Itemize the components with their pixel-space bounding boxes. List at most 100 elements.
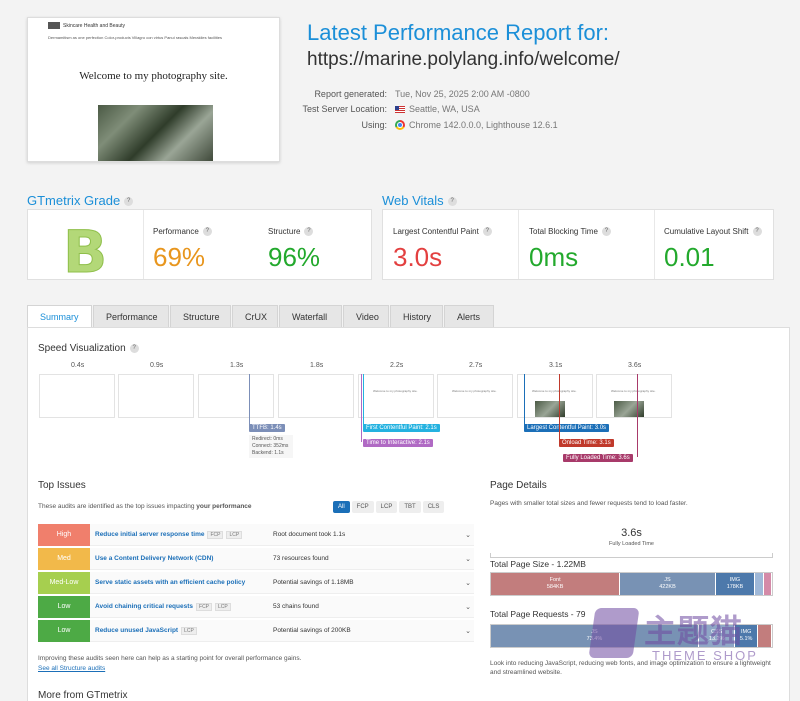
- request-segment-css[interactable]: CSS 13.2%: [698, 625, 736, 647]
- meta-location: Test Server Location: Seattle, WA, USA: [270, 104, 770, 114]
- filmstrip-frame[interactable]: [118, 374, 194, 418]
- issue-title[interactable]: Serve static assets with an efficient ca…: [95, 579, 246, 586]
- filter-lcp[interactable]: LCP: [375, 501, 398, 513]
- web-vitals-title: Web Vitals: [382, 193, 444, 208]
- issue-impact: 53 chains found: [273, 603, 319, 610]
- tti-tag: Time to Interactive: 2.1s: [363, 439, 433, 447]
- issue-title[interactable]: Reduce unused JavaScript: [95, 627, 179, 634]
- tab-video[interactable]: Video: [343, 305, 389, 328]
- chevron-down-icon[interactable]: ⌄: [465, 627, 471, 635]
- filter-tbt[interactable]: TBT: [399, 501, 421, 513]
- tab-alerts[interactable]: Alerts: [444, 305, 494, 328]
- help-icon[interactable]: ?: [601, 227, 611, 237]
- issue-impact: Potential savings of 1.18MB: [273, 579, 354, 586]
- help-icon[interactable]: ?: [129, 343, 139, 353]
- issue-impact: 73 resources found: [273, 555, 329, 562]
- issue-impact: Potential savings of 200KB: [273, 627, 351, 634]
- help-icon[interactable]: ?: [124, 197, 134, 207]
- ttfb-tag: TTFB: 1.4s: [249, 424, 285, 432]
- site-photo: [98, 105, 213, 161]
- filter-fcp[interactable]: FCP: [351, 501, 374, 513]
- watermark-icon: [588, 608, 640, 658]
- tab-waterfall[interactable]: Waterfall: [279, 305, 342, 328]
- tab-performance[interactable]: Performance: [93, 305, 169, 328]
- lcp-tag: Largest Contentful Paint: 3.0s: [524, 424, 610, 432]
- issue-title[interactable]: Reduce initial server response time: [95, 531, 205, 538]
- issue-row[interactable]: Med-Low Serve static assets with an effi…: [38, 571, 474, 594]
- filmstrip-frame[interactable]: [198, 374, 274, 418]
- size-segment-js[interactable]: JS 422KB: [620, 573, 716, 595]
- onload-tag: Onload Time: 3.1s: [559, 439, 614, 447]
- frame-photo: [535, 401, 565, 417]
- filmstrip-frame[interactable]: Welcome to my photography site.: [517, 374, 593, 418]
- frame-text: Welcome to my photography site.: [532, 389, 577, 393]
- watermark-subtext: THEME SHOP: [652, 648, 758, 663]
- report-url[interactable]: https://marine.polylang.info/welcome/: [307, 49, 620, 70]
- tab-structure[interactable]: Structure: [170, 305, 231, 328]
- structure-value: 96%: [268, 242, 321, 273]
- filmstrip-frame[interactable]: Welcome to my photography site.: [437, 374, 513, 418]
- frame-time: 3.1s: [549, 362, 563, 369]
- issue-row[interactable]: Low Avoid chaining critical requests FCP L…: [38, 595, 474, 618]
- request-segment-img[interactable]: IMG 5.1%: [735, 625, 758, 647]
- filter-all[interactable]: All: [333, 501, 350, 513]
- performance-value: 69%: [153, 242, 206, 273]
- chevron-down-icon[interactable]: ⌄: [465, 555, 471, 563]
- help-icon[interactable]: ?: [482, 227, 492, 237]
- chip-lcp: LCP: [181, 626, 197, 635]
- issue-impact: Root document took 1.1s: [273, 531, 346, 538]
- segment-value: 5.1%: [739, 636, 753, 642]
- size-segment-other[interactable]: [755, 573, 764, 595]
- segment-value: 13.2%: [708, 636, 725, 642]
- help-icon[interactable]: ?: [447, 197, 457, 207]
- help-icon[interactable]: ?: [304, 227, 314, 237]
- frame-time: 1.8s: [310, 362, 324, 369]
- issues-footer: Improving these audits seen here can hel…: [38, 655, 302, 662]
- size-segment-font[interactable]: Font 584KB: [491, 573, 621, 595]
- tbt-label: Total Blocking Time: [529, 227, 598, 236]
- fully-loaded-tag: Fully Loaded Time: 3.6s: [563, 454, 633, 462]
- segment-name: Font: [549, 577, 561, 583]
- issue-title[interactable]: Avoid chaining critical requests: [95, 603, 194, 610]
- filmstrip-frame[interactable]: [39, 374, 115, 418]
- performance-label: Performance: [153, 227, 199, 236]
- segment-value: 422KB: [659, 584, 676, 590]
- filmstrip-frame[interactable]: [278, 374, 354, 418]
- request-segment-other[interactable]: [757, 625, 772, 647]
- tab-crux[interactable]: CrUX: [232, 305, 278, 328]
- size-segment-other[interactable]: [763, 573, 772, 595]
- chevron-down-icon[interactable]: ⌄: [465, 531, 471, 539]
- tbt-value: 0ms: [529, 242, 579, 273]
- meta-using-value: Chrome 142.0.0.0, Lighthouse 12.6.1: [409, 120, 558, 130]
- site-welcome-text: Welcome to my photography site.: [79, 70, 228, 82]
- tab-history[interactable]: History: [390, 305, 443, 328]
- page-details-subtitle: Pages with smaller total sizes and fewer…: [490, 500, 688, 507]
- us-flag-icon: [395, 105, 405, 113]
- fcp-tag: First Contentful Paint: 2.1s: [363, 424, 440, 432]
- segment-name: JS: [664, 577, 671, 583]
- see-all-structure-audits-link[interactable]: See all Structure audits: [38, 665, 106, 672]
- issue-row[interactable]: Low Reduce unused JavaScript LCP Potentia…: [38, 619, 474, 642]
- tab-summary[interactable]: Summary: [27, 305, 92, 328]
- speed-visualization-heading: Speed Visualization?: [38, 343, 139, 354]
- chevron-down-icon[interactable]: ⌄: [465, 603, 471, 611]
- issue-row[interactable]: High Reduce initial server response time…: [38, 523, 474, 546]
- filmstrip-frame[interactable]: Welcome to my photography site.: [358, 374, 434, 418]
- chip-fcp: FCP: [207, 530, 224, 539]
- help-icon[interactable]: ?: [202, 227, 212, 237]
- issue-row[interactable]: Med Use a Content Delivery Network (CDN)…: [38, 547, 474, 570]
- help-icon[interactable]: ?: [752, 227, 762, 237]
- fully-loaded-label: Fully Loaded Time: [609, 541, 654, 547]
- page-details-footer: Look into reducing JavaScript, reducing …: [490, 660, 771, 676]
- meta-generated-value: Tue, Nov 25, 2025 2:00 AM -0800: [395, 89, 530, 99]
- issue-title[interactable]: Use a Content Delivery Network (CDN): [95, 555, 214, 562]
- watermark-logo: 主题猫 THEME SHOP: [588, 604, 772, 674]
- filmstrip-frame[interactable]: Welcome to my photography site.: [596, 374, 672, 418]
- size-segment-img[interactable]: IMG 178KB: [715, 573, 756, 595]
- chevron-down-icon[interactable]: ⌄: [465, 579, 471, 587]
- severity-badge: Med: [38, 547, 90, 570]
- structure-label: Structure: [268, 227, 301, 236]
- filter-cls[interactable]: CLS: [422, 501, 445, 513]
- top-issues-subtitle: These audits are identified as the top i…: [38, 503, 252, 510]
- speed-visualization-title: Speed Visualization: [38, 343, 126, 354]
